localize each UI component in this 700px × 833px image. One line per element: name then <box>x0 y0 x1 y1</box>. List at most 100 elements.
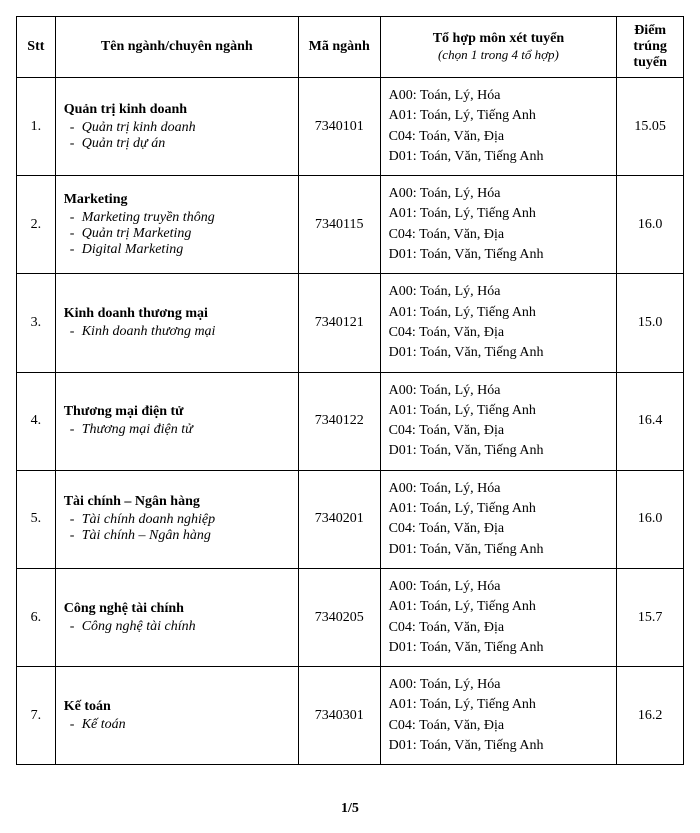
sub-major-item: Kinh doanh thương mại <box>82 324 290 340</box>
combo-line: A00: Toán, Lý, Hóa <box>389 675 609 695</box>
sub-major-item: Tài chính – Ngân hàng <box>82 528 290 544</box>
cell-code: 7340205 <box>298 568 380 666</box>
cell-score: 15.7 <box>617 568 684 666</box>
table-row: 6.Công nghệ tài chínhCông nghệ tài chính… <box>17 568 684 666</box>
combo-line: A01: Toán, Lý, Tiếng Anh <box>389 401 609 421</box>
cell-major: Thương mại điện tử Thương mại điện tử <box>55 372 298 470</box>
cell-combo: A00: Toán, Lý, HóaA01: Toán, Lý, Tiếng A… <box>380 372 617 470</box>
sub-major-item: Kế toán <box>82 717 290 733</box>
sub-major-item: Marketing truyền thông <box>82 210 290 226</box>
col-code: Mã ngành <box>298 17 380 78</box>
combo-line: D01: Toán, Văn, Tiếng Anh <box>389 441 609 461</box>
combo-line: A00: Toán, Lý, Hóa <box>389 282 609 302</box>
combo-line: D01: Toán, Văn, Tiếng Anh <box>389 540 609 560</box>
combo-line: D01: Toán, Văn, Tiếng Anh <box>389 736 609 756</box>
table-row: 2. Marketing Marketing truyền thôngQuản tr… <box>17 176 684 274</box>
col-stt: Stt <box>17 17 56 78</box>
combo-line: D01: Toán, Văn, Tiếng Anh <box>389 147 609 167</box>
cell-stt: 7. <box>17 667 56 765</box>
sub-major-list: Thương mại điện tử <box>64 422 290 438</box>
cell-code: 7340301 <box>298 667 380 765</box>
col-name: Tên ngành/chuyên ngành <box>55 17 298 78</box>
cell-major: Kinh doanh thương mạiKinh doanh thương m… <box>55 274 298 372</box>
sub-major-item: Digital Marketing <box>82 242 290 258</box>
major-title: Thương mại điện tử <box>64 404 290 420</box>
table-body: 1.Quản trị kinh doanhQuản trị kinh doanh… <box>17 78 684 765</box>
cell-major: Công nghệ tài chính Công nghệ tài chính <box>55 568 298 666</box>
cell-major: Kế toánKế toán <box>55 667 298 765</box>
combo-line: C04: Toán, Văn, Địa <box>389 421 609 441</box>
combo-line: A01: Toán, Lý, Tiếng Anh <box>389 597 609 617</box>
cell-score: 16.2 <box>617 667 684 765</box>
cell-score: 15.05 <box>617 78 684 176</box>
table-row: 7.Kế toánKế toán7340301A00: Toán, Lý, Hó… <box>17 667 684 765</box>
combo-line: A00: Toán, Lý, Hóa <box>389 381 609 401</box>
cell-score: 16.0 <box>617 470 684 568</box>
table-row: 4. Thương mại điện tử Thương mại điện tử 73… <box>17 372 684 470</box>
combo-line: D01: Toán, Văn, Tiếng Anh <box>389 245 609 265</box>
combo-line: C04: Toán, Văn, Địa <box>389 618 609 638</box>
sub-major-item: Quản trị dự án <box>82 136 290 152</box>
combo-line: A01: Toán, Lý, Tiếng Anh <box>389 303 609 323</box>
cell-code: 7340201 <box>298 470 380 568</box>
cell-combo: A00: Toán, Lý, HóaA01: Toán, Lý, Tiếng A… <box>380 470 617 568</box>
combo-line: D01: Toán, Văn, Tiếng Anh <box>389 638 609 658</box>
cell-score: 15.0 <box>617 274 684 372</box>
combo-line: C04: Toán, Văn, Địa <box>389 519 609 539</box>
cell-stt: 4. <box>17 372 56 470</box>
combo-line: D01: Toán, Văn, Tiếng Anh <box>389 343 609 363</box>
cell-major: Marketing Marketing truyền thôngQuản trị … <box>55 176 298 274</box>
cell-code: 7340122 <box>298 372 380 470</box>
cell-stt: 2. <box>17 176 56 274</box>
table-row: 3.Kinh doanh thương mạiKinh doanh thương… <box>17 274 684 372</box>
cell-score: 16.0 <box>617 176 684 274</box>
table-row: 1.Quản trị kinh doanhQuản trị kinh doanh… <box>17 78 684 176</box>
cell-score: 16.4 <box>617 372 684 470</box>
cell-combo: A00: Toán, Lý, HóaA01: Toán, Lý, Tiếng A… <box>380 667 617 765</box>
combo-line: C04: Toán, Văn, Địa <box>389 127 609 147</box>
sub-major-list: Kế toán <box>64 717 290 733</box>
major-title: Marketing <box>64 192 290 208</box>
col-score: Điểm trúng tuyển <box>617 17 684 78</box>
major-title: Quản trị kinh doanh <box>64 102 290 118</box>
col-combo-sub: (chọn 1 trong 4 tổ hợp) <box>389 47 609 63</box>
cell-combo: A00: Toán, Lý, HóaA01: Toán, Lý, Tiếng A… <box>380 176 617 274</box>
major-title: Công nghệ tài chính <box>64 601 290 617</box>
cell-combo: A00: Toán, Lý, HóaA01: Toán, Lý, Tiếng A… <box>380 78 617 176</box>
combo-line: C04: Toán, Văn, Địa <box>389 323 609 343</box>
cell-code: 7340115 <box>298 176 380 274</box>
cell-combo: A00: Toán, Lý, HóaA01: Toán, Lý, Tiếng A… <box>380 274 617 372</box>
cell-code: 7340101 <box>298 78 380 176</box>
combo-line: C04: Toán, Văn, Địa <box>389 716 609 736</box>
combo-line: A01: Toán, Lý, Tiếng Anh <box>389 106 609 126</box>
sub-major-list: Công nghệ tài chính <box>64 619 290 635</box>
sub-major-list: Marketing truyền thôngQuản trị Marketing… <box>64 210 290 258</box>
cell-stt: 3. <box>17 274 56 372</box>
sub-major-item: Tài chính doanh nghiệp <box>82 512 290 528</box>
sub-major-item: Quản trị kinh doanh <box>82 120 290 136</box>
cell-combo: A00: Toán, Lý, HóaA01: Toán, Lý, Tiếng A… <box>380 568 617 666</box>
sub-major-item: Thương mại điện tử <box>82 422 290 438</box>
sub-major-list: Tài chính doanh nghiệpTài chính – Ngân h… <box>64 512 290 544</box>
col-combo-title: Tổ hợp môn xét tuyển <box>433 31 564 46</box>
combo-line: C04: Toán, Văn, Địa <box>389 225 609 245</box>
cell-code: 7340121 <box>298 274 380 372</box>
table-header-row: Stt Tên ngành/chuyên ngành Mã ngành Tổ h… <box>17 17 684 78</box>
cell-stt: 1. <box>17 78 56 176</box>
combo-line: A00: Toán, Lý, Hóa <box>389 479 609 499</box>
page-indicator: 1/5 <box>16 801 684 817</box>
combo-line: A01: Toán, Lý, Tiếng Anh <box>389 204 609 224</box>
combo-line: A01: Toán, Lý, Tiếng Anh <box>389 499 609 519</box>
sub-major-item: Công nghệ tài chính <box>82 619 290 635</box>
cell-major: Quản trị kinh doanhQuản trị kinh doanhQu… <box>55 78 298 176</box>
table-row: 5.Tài chính – Ngân hàngTài chính doanh n… <box>17 470 684 568</box>
sub-major-item: Quản trị Marketing <box>82 226 290 242</box>
admissions-table: Stt Tên ngành/chuyên ngành Mã ngành Tổ h… <box>16 16 684 765</box>
cell-stt: 6. <box>17 568 56 666</box>
col-combo: Tổ hợp môn xét tuyển (chọn 1 trong 4 tổ … <box>380 17 617 78</box>
cell-major: Tài chính – Ngân hàngTài chính doanh ngh… <box>55 470 298 568</box>
sub-major-list: Kinh doanh thương mại <box>64 324 290 340</box>
sub-major-list: Quản trị kinh doanhQuản trị dự án <box>64 120 290 152</box>
cell-stt: 5. <box>17 470 56 568</box>
major-title: Tài chính – Ngân hàng <box>64 494 290 510</box>
